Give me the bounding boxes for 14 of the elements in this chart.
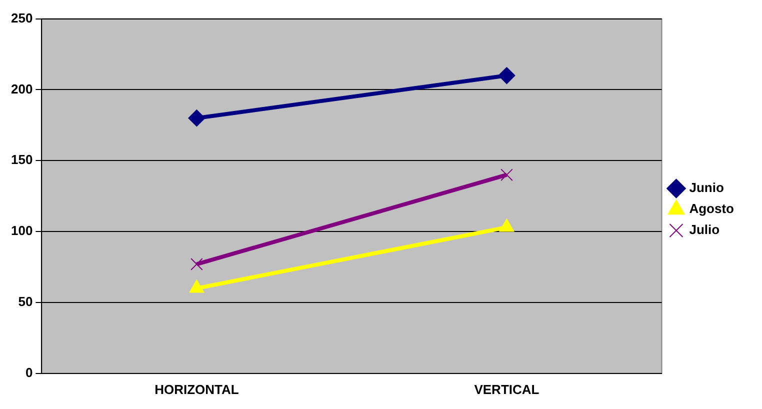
- x-tick-label: VERTICAL: [474, 382, 540, 397]
- legend-label: Junio: [689, 180, 724, 196]
- legend-label: Agosto: [689, 201, 734, 216]
- point: [498, 67, 516, 84]
- y-tick-label: 0: [25, 364, 33, 380]
- y-tick-label: 100: [10, 223, 33, 238]
- legend-label: Julio: [689, 222, 720, 238]
- point: [500, 168, 513, 181]
- y-tick-label: 200: [10, 81, 33, 96]
- y-tick-label: 150: [10, 152, 33, 168]
- x-tick-label: HORIZONTAL: [154, 382, 239, 397]
- point: [188, 110, 206, 127]
- y-tick-label: 250: [10, 10, 33, 26]
- y-tick-label: 50: [18, 294, 33, 310]
